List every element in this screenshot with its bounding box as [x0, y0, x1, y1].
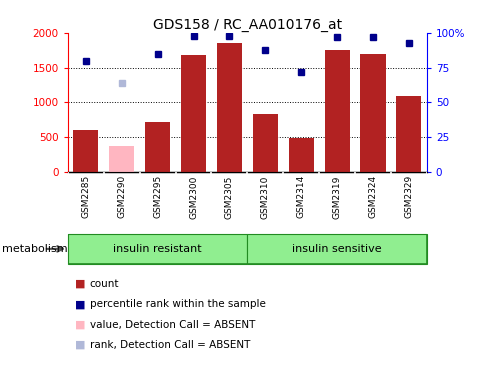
Bar — [324, 51, 349, 172]
Text: GSM2285: GSM2285 — [81, 175, 90, 219]
Text: GSM2300: GSM2300 — [189, 175, 197, 219]
Title: GDS158 / RC_AA010176_at: GDS158 / RC_AA010176_at — [152, 18, 341, 32]
Bar — [395, 96, 421, 172]
Text: rank, Detection Call = ABSENT: rank, Detection Call = ABSENT — [90, 340, 250, 350]
Bar — [252, 113, 277, 172]
Text: GSM2310: GSM2310 — [260, 175, 269, 219]
Text: metabolism: metabolism — [2, 244, 68, 254]
Text: GSM2329: GSM2329 — [404, 175, 412, 219]
Text: ■: ■ — [75, 320, 86, 330]
Text: ■: ■ — [75, 340, 86, 350]
Bar — [73, 130, 98, 172]
Text: ■: ■ — [75, 299, 86, 309]
Text: GSM2314: GSM2314 — [296, 175, 305, 219]
Text: value, Detection Call = ABSENT: value, Detection Call = ABSENT — [90, 320, 255, 330]
Text: insulin sensitive: insulin sensitive — [292, 244, 381, 254]
Bar — [145, 122, 170, 172]
Text: percentile rank within the sample: percentile rank within the sample — [90, 299, 265, 309]
Text: GSM2305: GSM2305 — [225, 175, 233, 219]
Text: insulin resistant: insulin resistant — [113, 244, 201, 254]
Bar — [288, 138, 313, 172]
Text: ■: ■ — [75, 279, 86, 289]
Text: GSM2319: GSM2319 — [332, 175, 341, 219]
Bar — [109, 146, 134, 172]
Bar — [181, 55, 206, 172]
Bar — [216, 44, 242, 172]
Bar — [247, 234, 426, 264]
Text: GSM2290: GSM2290 — [117, 175, 126, 219]
Text: count: count — [90, 279, 119, 289]
Text: GSM2324: GSM2324 — [368, 175, 377, 218]
Bar — [68, 234, 247, 264]
Text: GSM2295: GSM2295 — [153, 175, 162, 219]
Bar — [360, 54, 385, 172]
